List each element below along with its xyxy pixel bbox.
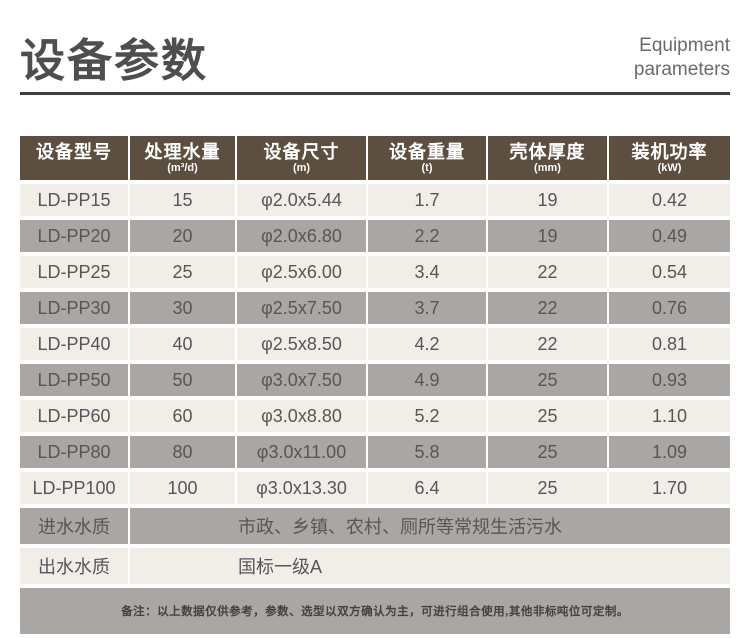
col-header-weight: 设备重量 (t) [368,136,486,180]
cell-size: φ2.5x6.00 [237,256,366,288]
cell-model: LD-PP30 [20,292,128,324]
cell-capacity: 30 [130,292,235,324]
cell-weight: 2.2 [368,220,486,252]
cell-thickness: 22 [488,256,607,288]
cell-weight: 1.7 [368,184,486,216]
col-header-capacity: 处理水量 (m³/d) [130,136,235,180]
cell-power: 0.93 [609,364,730,396]
cell-thickness: 19 [488,184,607,216]
col-header-label: 装机功率 [631,141,708,162]
cell-weight: 5.8 [368,436,486,468]
cell-capacity: 80 [130,436,235,468]
cell-thickness: 25 [488,364,607,396]
cell-weight: 4.9 [368,364,486,396]
cell-model: LD-PP20 [20,220,128,252]
title-en-line2: parameters [633,59,730,80]
cell-capacity: 40 [130,328,235,360]
col-header-unit: (m³/d) [167,161,198,174]
col-header-label: 设备型号 [36,141,112,162]
col-header-power: 装机功率 (kW) [609,136,730,180]
cell-weight: 5.2 [368,400,486,432]
cell-model: LD-PP40 [20,328,128,360]
cell-capacity: 15 [130,184,235,216]
outlet-quality-value: 国标一级A [130,548,730,584]
page-title: 设备参数 [20,34,209,86]
cell-power: 0.49 [609,220,730,252]
cell-size: φ2.5x8.50 [237,328,366,360]
col-header-label: 设备重量 [389,141,465,162]
cell-model: LD-PP25 [20,256,128,288]
cell-thickness: 25 [488,472,607,504]
parameters-table: 设备型号 处理水量 (m³/d) 设备尺寸 (m) 设备重量 (t) 壳体厚度 … [20,136,730,634]
col-header-unit: (m) [292,161,311,174]
title-en-line1: Equipment [639,35,730,56]
cell-thickness: 25 [488,436,607,468]
cell-size: φ3.0x11.00 [237,436,366,468]
cell-weight: 4.2 [368,328,486,360]
cell-power: 1.09 [609,436,730,468]
cell-thickness: 22 [488,328,607,360]
cell-size: φ2.0x5.44 [237,184,366,216]
cell-thickness: 22 [488,292,607,324]
cell-power: 0.76 [609,292,730,324]
cell-power: 1.70 [609,472,730,504]
inlet-quality-value: 市政、乡镇、农村、厕所等常规生活污水 [130,508,730,544]
cell-model: LD-PP80 [20,436,128,468]
cell-model: LD-PP60 [20,400,128,432]
inlet-quality-label: 进水水质 [20,508,128,544]
cell-size: φ3.0x8.80 [237,400,366,432]
col-header-unit: (mm) [534,161,561,174]
remark-text: 备注：以上数据仅供参考，参数、选型以双方确认为主，可进行组合使用,其他非标吨位可… [121,606,629,618]
masthead: 设备参数 Equipment parameters [20,22,730,84]
title-divider [20,92,730,95]
cell-capacity: 25 [130,256,235,288]
cell-size: φ2.0x6.80 [237,220,366,252]
col-header-label: 设备尺寸 [263,141,340,162]
col-header-model: 设备型号 [20,136,128,180]
cell-model: LD-PP15 [20,184,128,216]
col-header-unit: (t) [421,161,433,174]
col-header-label: 处理水量 [144,141,221,162]
col-header-label: 壳体厚度 [509,141,586,162]
cell-size: φ3.0x7.50 [237,364,366,396]
cell-size: φ3.0x13.30 [237,472,366,504]
cell-power: 1.10 [609,400,730,432]
col-header-size: 设备尺寸 (m) [237,136,366,180]
cell-power: 0.42 [609,184,730,216]
cell-model: LD-PP50 [20,364,128,396]
outlet-quality-label: 出水水质 [20,548,128,584]
cell-weight: 6.4 [368,472,486,504]
page-title-en: Equipment parameters [634,34,730,84]
cell-capacity: 60 [130,400,235,432]
col-header-unit: (kW) [657,161,682,174]
cell-size: φ2.5x7.50 [237,292,366,324]
cell-thickness: 25 [488,400,607,432]
remark-bar: 备注：以上数据仅供参考，参数、选型以双方确认为主，可进行组合使用,其他非标吨位可… [20,588,730,634]
cell-power: 0.81 [609,328,730,360]
cell-weight: 3.7 [368,292,486,324]
cell-capacity: 100 [130,472,235,504]
cell-model: LD-PP100 [20,472,128,504]
cell-thickness: 19 [488,220,607,252]
cell-weight: 3.4 [368,256,486,288]
cell-power: 0.54 [609,256,730,288]
cell-capacity: 50 [130,364,235,396]
col-header-thickness: 壳体厚度 (mm) [488,136,607,180]
cell-capacity: 20 [130,220,235,252]
